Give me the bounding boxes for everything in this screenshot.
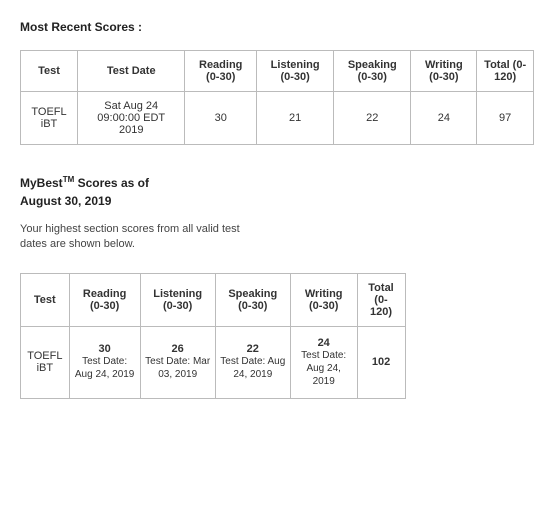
mybest-suffix: Scores as of	[74, 176, 149, 190]
mybest-section: MyBestTM Scores as of August 30, 2019 Yo…	[20, 175, 534, 399]
cell-total: 97	[477, 92, 534, 145]
col-speaking: Speaking (0-30)	[334, 51, 411, 92]
cell-reading: 30 Test Date: Aug 24, 2019	[69, 326, 140, 398]
mybest-tm: TM	[63, 175, 75, 184]
cell-speaking: 22	[334, 92, 411, 145]
col-test: Test	[21, 51, 78, 92]
cell-reading: 30	[185, 92, 257, 145]
col-writing: Writing (0-30)	[290, 273, 357, 326]
table-row: TOEFL iBT Sat Aug 24 09:00:00 EDT 2019 3…	[21, 92, 534, 145]
total-score: 102	[362, 356, 401, 368]
col-reading: Reading (0-30)	[185, 51, 257, 92]
cell-date: Sat Aug 24 09:00:00 EDT 2019	[78, 92, 185, 145]
cell-speaking: 22 Test Date: Aug 24, 2019	[215, 326, 290, 398]
col-speaking: Speaking (0-30)	[215, 273, 290, 326]
writing-score: 24	[295, 337, 353, 349]
reading-date: Test Date: Aug 24, 2019	[74, 355, 136, 381]
mybest-date: August 30, 2019	[20, 194, 534, 208]
listening-score: 26	[145, 343, 211, 355]
mybest-scores-table: Test Reading (0-30) Listening (0-30) Spe…	[20, 273, 406, 399]
col-date: Test Date	[78, 51, 185, 92]
speaking-date: Test Date: Aug 24, 2019	[220, 355, 286, 381]
cell-listening: 21	[257, 92, 334, 145]
col-total: Total (0-120)	[477, 51, 534, 92]
speaking-score: 22	[220, 343, 286, 355]
cell-writing: 24 Test Date: Aug 24, 2019	[290, 326, 357, 398]
mybest-title: MyBestTM Scores as of	[20, 175, 534, 190]
table-header-row: Test Test Date Reading (0-30) Listening …	[21, 51, 534, 92]
cell-test: TOEFL iBT	[21, 92, 78, 145]
cell-test: TOEFL iBT	[21, 326, 70, 398]
col-listening: Listening (0-30)	[257, 51, 334, 92]
recent-scores-table: Test Test Date Reading (0-30) Listening …	[20, 50, 534, 145]
col-reading: Reading (0-30)	[69, 273, 140, 326]
col-listening: Listening (0-30)	[140, 273, 215, 326]
listening-date: Test Date: Mar 03, 2019	[145, 355, 211, 381]
col-total: Total (0-120)	[357, 273, 405, 326]
col-test: Test	[21, 273, 70, 326]
table-row: TOEFL iBT 30 Test Date: Aug 24, 2019 26 …	[21, 326, 406, 398]
mybest-desc: Your highest section scores from all val…	[20, 222, 240, 253]
cell-writing: 24	[411, 92, 477, 145]
table-header-row: Test Reading (0-30) Listening (0-30) Spe…	[21, 273, 406, 326]
writing-date: Test Date: Aug 24, 2019	[295, 349, 353, 388]
most-recent-section: Most Recent Scores : Test Test Date Read…	[20, 20, 534, 145]
col-writing: Writing (0-30)	[411, 51, 477, 92]
mybest-prefix: MyBest	[20, 176, 63, 190]
reading-score: 30	[74, 343, 136, 355]
cell-total: 102	[357, 326, 405, 398]
most-recent-title: Most Recent Scores :	[20, 20, 534, 34]
cell-listening: 26 Test Date: Mar 03, 2019	[140, 326, 215, 398]
